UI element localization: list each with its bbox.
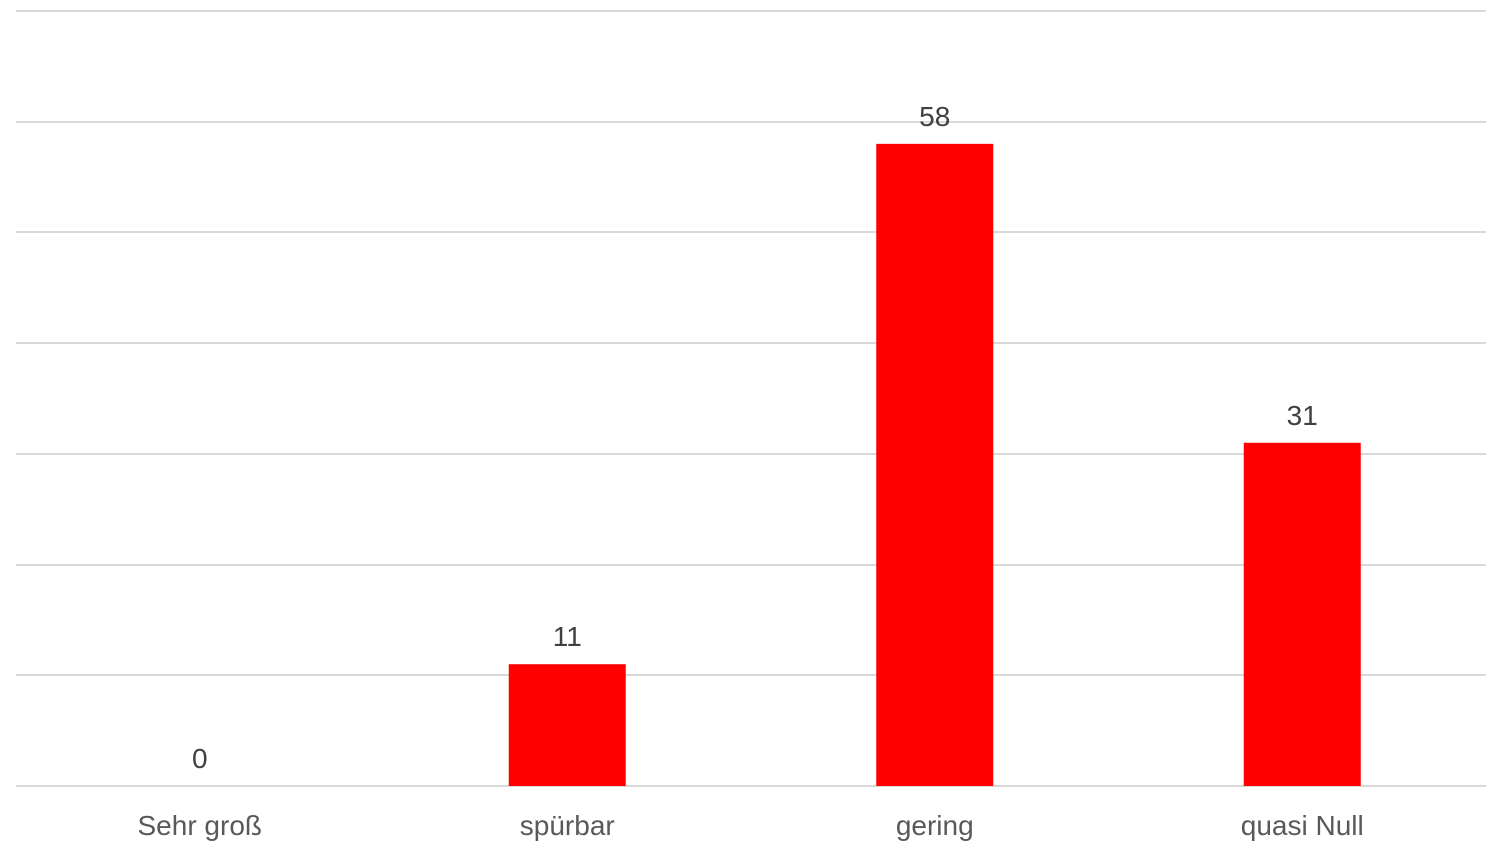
bar-1 [508, 664, 626, 786]
category-label-1: spürbar [520, 810, 615, 841]
category-label-2: gering [896, 810, 974, 841]
gridlines [16, 10, 1486, 787]
data-label-0: 0 [192, 743, 208, 774]
bar-2 [876, 143, 994, 786]
data-label-2: 58 [919, 101, 950, 132]
bars [508, 143, 1361, 786]
data-label-3: 31 [1287, 400, 1318, 431]
category-label-3: quasi Null [1241, 810, 1364, 841]
category-label-0: Sehr groß [138, 810, 263, 841]
data-labels: 0 11 58 31 [192, 101, 1318, 774]
category-axis-labels: Sehr groß spürbar gering quasi Null [138, 810, 1364, 841]
bar-3 [1243, 442, 1361, 786]
data-label-1: 11 [553, 621, 582, 652]
